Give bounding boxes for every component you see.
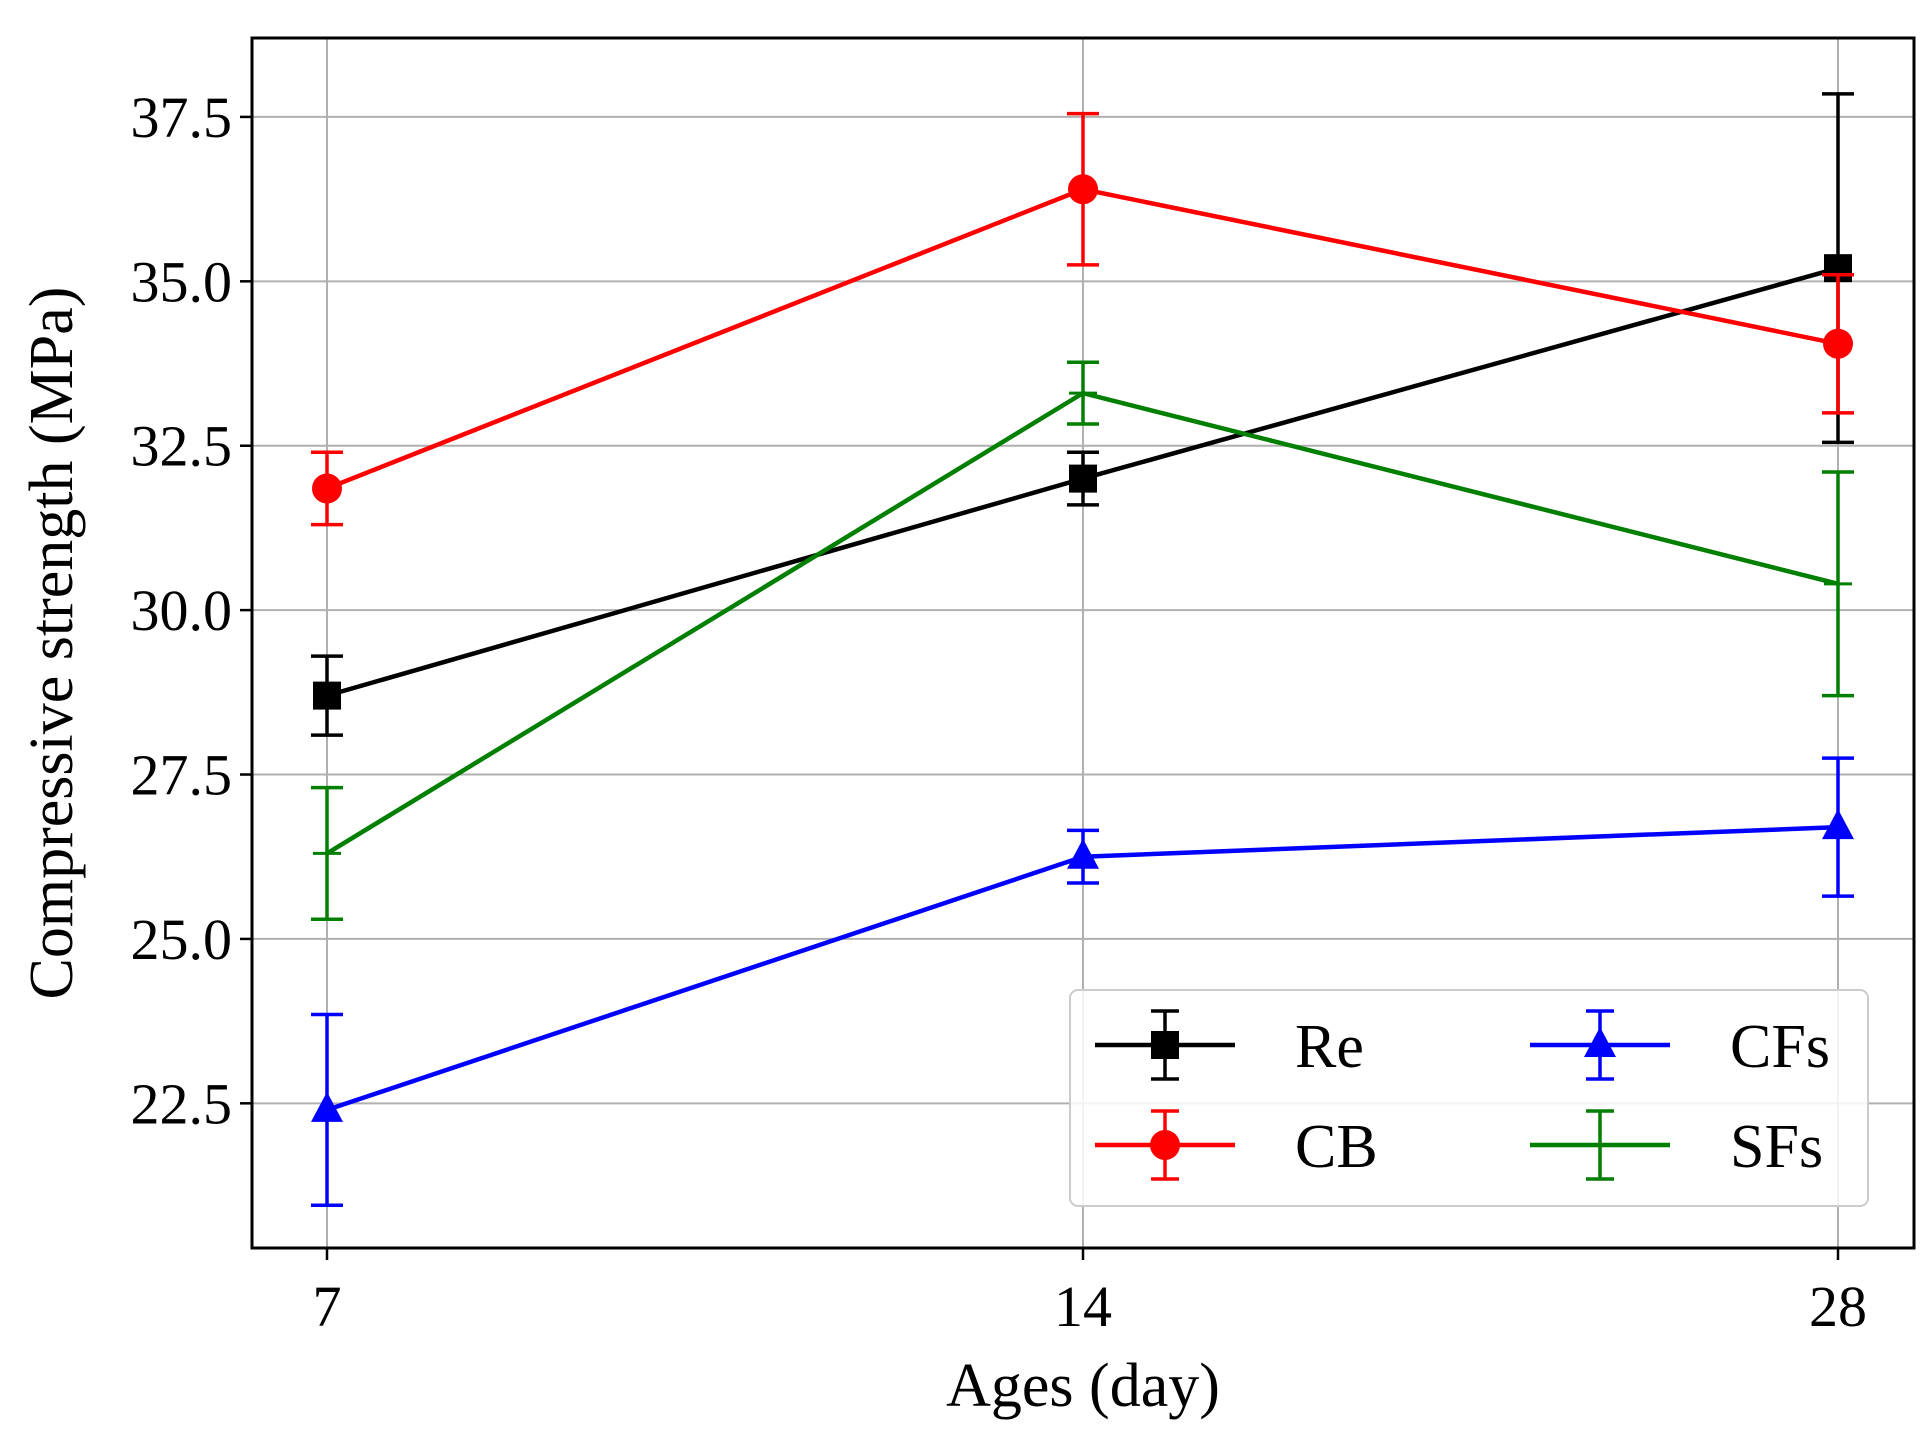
data-point-square [1151,1031,1179,1059]
legend-item-cb: CB [1095,1109,1378,1181]
legend-label: SFs [1730,1113,1823,1181]
data-point-triangle [311,1091,343,1122]
data-point-triangle [1584,1027,1616,1057]
series-re [311,92,1854,737]
x-tick-label: 7 [313,1274,342,1339]
data-point-triangle [1067,838,1099,869]
series-cb [311,111,1854,527]
y-tick-label: 25.0 [131,907,233,972]
data-point-circle [1823,328,1853,359]
y-tick-label: 37.5 [131,85,233,150]
data-point-circle [1068,174,1098,205]
series-sfs [311,360,1854,921]
data-point-circle [312,473,342,504]
legend: Re CFs CB SFs [1069,989,1869,1207]
legend-label: Re [1295,1013,1364,1081]
data-point-circle [1150,1130,1180,1160]
x-axis-label: Ages (day) [946,1352,1220,1420]
series-cfs [311,756,1854,1208]
data-point-square [1069,464,1097,493]
y-tick-label: 35.0 [131,249,233,314]
legend-item-cfs: CFs [1530,1009,1830,1081]
legend-item-sfs: SFs [1530,1109,1823,1181]
y-tick-label: 27.5 [131,743,233,808]
data-point-triangle [1822,809,1854,840]
x-tick-label: 14 [1054,1274,1112,1339]
y-tick-label: 22.5 [131,1071,233,1136]
legend-label: CFs [1730,1013,1830,1081]
series-group [311,92,1854,1208]
legend-item-re: Re [1095,1009,1364,1081]
ticks: 7 14 28 22.5 25.0 27.5 30.0 32.5 35.0 37.5 [131,85,1868,1339]
y-tick-label: 32.5 [131,414,233,479]
x-tick-label: 28 [1809,1274,1867,1339]
data-point-square [313,681,341,710]
y-axis-label: Compressive strength (MPa) [18,287,86,1000]
legend-label: CB [1295,1113,1378,1181]
y-tick-label: 30.0 [131,578,233,643]
